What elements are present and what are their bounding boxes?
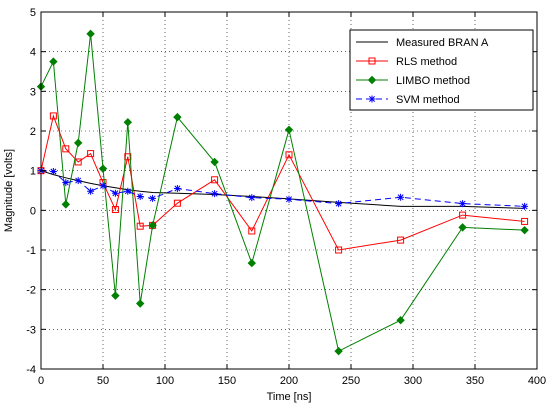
x-tick-label: 150 bbox=[218, 375, 236, 387]
data-point-svm-method bbox=[459, 200, 467, 208]
y-axis-label: Magnitude [volts] bbox=[3, 149, 15, 232]
data-point-rls-method bbox=[335, 246, 343, 254]
data-point-rls-method bbox=[87, 150, 95, 158]
y-tick-label: -2 bbox=[26, 285, 36, 297]
data-point-svm-method bbox=[248, 194, 256, 202]
data-point-svm-method bbox=[173, 185, 181, 193]
x-tick-label: 200 bbox=[280, 375, 298, 387]
data-point-rls-method bbox=[459, 211, 467, 219]
x-tick-label: 400 bbox=[528, 375, 546, 387]
data-point-svm-method bbox=[74, 177, 82, 185]
series-line-limbo-method bbox=[40, 33, 525, 352]
data-point-svm-method bbox=[124, 187, 132, 195]
data-point-svm-method bbox=[397, 193, 405, 201]
axis-ticks: 0 50 100 150 200 250 300 350 400 -4 -3 -2 -1 0 1 2 3 4 5 bbox=[26, 7, 546, 387]
data-point-limbo-method bbox=[111, 291, 120, 300]
data-point-limbo-method bbox=[49, 57, 58, 66]
data-point-limbo-method bbox=[458, 223, 467, 232]
data-point-limbo-method bbox=[86, 29, 95, 39]
series-line-svm-method bbox=[40, 170, 525, 207]
y-tick-label: 0 bbox=[30, 205, 36, 217]
data-point-svm-method bbox=[149, 194, 157, 202]
legend-label-rls-method: RLS method bbox=[396, 56, 457, 68]
x-tick-label: 250 bbox=[342, 375, 360, 387]
legend-label-limbo-method: LIMBO method bbox=[396, 75, 470, 87]
data-point-svm-method bbox=[49, 167, 57, 175]
data-point-limbo-method bbox=[61, 200, 71, 209]
data-point-rls-method bbox=[124, 153, 132, 161]
y-tick-label: -1 bbox=[26, 245, 36, 257]
data-point-limbo-method bbox=[148, 221, 157, 230]
series-limbo-method bbox=[36, 29, 529, 356]
data-point-svm-method bbox=[99, 182, 107, 190]
data-point-rls-method bbox=[397, 236, 405, 244]
data-point-rls-method bbox=[49, 112, 57, 120]
legend-marker-limbo-method bbox=[367, 75, 377, 85]
data-point-svm-method bbox=[111, 189, 119, 197]
y-tick-label: -4 bbox=[26, 364, 36, 376]
data-point-rls-method bbox=[111, 206, 119, 214]
data-point-limbo-method bbox=[135, 299, 145, 308]
data-point-rls-method bbox=[173, 199, 181, 207]
x-tick-label: 300 bbox=[404, 375, 422, 387]
x-tick-label: 0 bbox=[38, 375, 44, 387]
legend-marker-svm-method bbox=[368, 95, 376, 103]
series-line-rls-method bbox=[40, 114, 525, 251]
data-point-svm-method bbox=[285, 195, 293, 203]
y-tick-label: 2 bbox=[30, 126, 36, 138]
data-point-limbo-method bbox=[173, 112, 182, 122]
data-point-rls-method bbox=[136, 222, 144, 230]
data-point-limbo-method bbox=[396, 316, 405, 325]
data-point-svm-method bbox=[136, 192, 144, 200]
y-tick-label: -3 bbox=[26, 324, 36, 336]
data-point-limbo-method bbox=[284, 125, 294, 135]
y-tick-label: 5 bbox=[30, 7, 36, 19]
data-point-limbo-method bbox=[520, 225, 529, 235]
y-tick-label: 3 bbox=[30, 86, 36, 98]
y-tick-label: 1 bbox=[30, 166, 36, 178]
data-point-limbo-method bbox=[98, 164, 108, 173]
x-tick-label: 50 bbox=[97, 375, 109, 387]
data-point-rls-method bbox=[521, 217, 529, 225]
legend-marker-rls-method bbox=[368, 57, 376, 65]
legend-box bbox=[349, 29, 534, 111]
data-point-svm-method bbox=[521, 202, 529, 210]
data-point-limbo-method bbox=[247, 258, 257, 268]
y-tick-label: 4 bbox=[30, 47, 36, 59]
data-point-rls-method bbox=[248, 227, 256, 235]
data-point-rls-method bbox=[285, 151, 293, 159]
data-point-rls-method bbox=[74, 158, 82, 166]
data-point-limbo-method bbox=[210, 157, 219, 167]
data-point-svm-method bbox=[335, 200, 343, 208]
data-point-svm-method bbox=[62, 179, 70, 187]
x-tick-label: 100 bbox=[156, 375, 174, 387]
data-point-rls-method bbox=[62, 145, 70, 153]
x-tick-label: 350 bbox=[466, 375, 484, 387]
data-point-svm-method bbox=[87, 187, 95, 195]
x-axis-label: Time [ns] bbox=[267, 391, 312, 403]
data-point-rls-method bbox=[211, 176, 219, 184]
data-point-limbo-method bbox=[123, 118, 133, 127]
legend: Measured BRAN A RLS method LIMBO method SVM… bbox=[349, 29, 534, 111]
data-point-limbo-method bbox=[334, 346, 343, 356]
legend-label-svm-method: SVM method bbox=[396, 94, 460, 106]
legend-label-measured-bran-a: Measured BRAN A bbox=[396, 37, 489, 49]
data-point-limbo-method bbox=[73, 138, 83, 148]
series-rls-method bbox=[37, 112, 529, 254]
data-point-svm-method bbox=[211, 190, 219, 198]
